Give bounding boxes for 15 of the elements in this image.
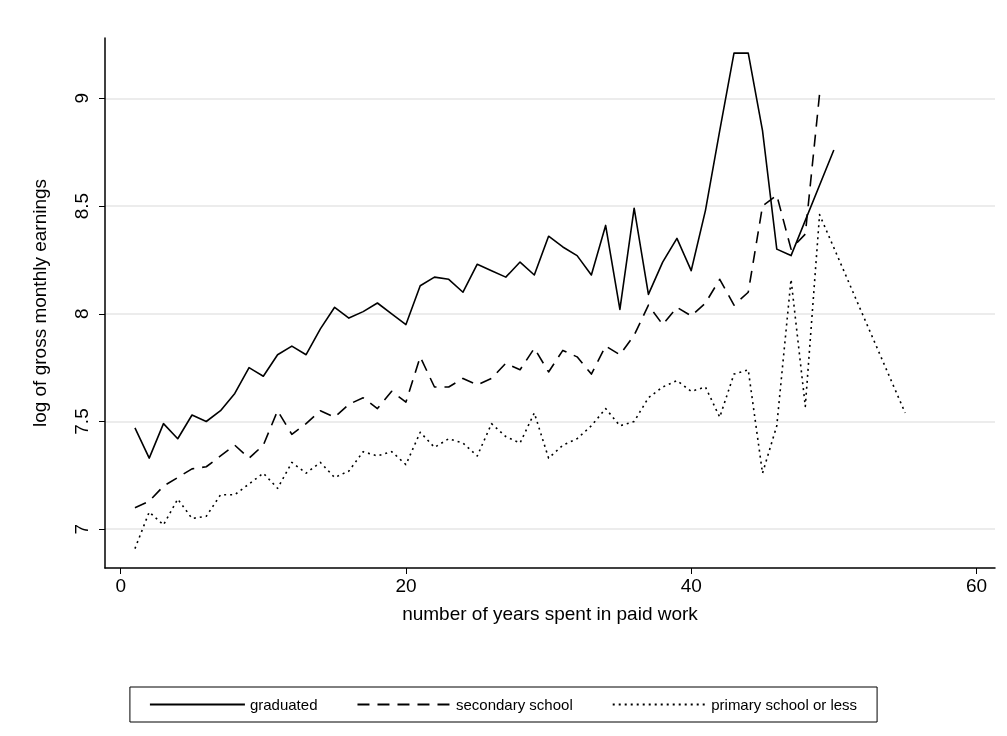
- x-tick-label: 40: [680, 575, 702, 596]
- x-tick-label: 0: [115, 575, 126, 596]
- y-tick-label: 8: [71, 308, 92, 320]
- y-tick-label: 8.5: [71, 192, 92, 220]
- legend-label: graduated: [249, 696, 318, 713]
- legend-label: primary school or less: [711, 696, 858, 713]
- y-tick-label: 9: [71, 93, 92, 104]
- x-tick-label: 60: [965, 575, 988, 596]
- y-tick-label: 7: [71, 523, 92, 535]
- y-tick-label: 7.5: [71, 408, 92, 435]
- x-tick-label: 20: [395, 575, 417, 596]
- y-axis-title: log of gross monthly earnings: [29, 178, 50, 428]
- x-axis-title: number of years spent in paid work: [402, 603, 699, 624]
- line-series: [134, 213, 906, 550]
- legend-label: secondary school: [455, 696, 573, 713]
